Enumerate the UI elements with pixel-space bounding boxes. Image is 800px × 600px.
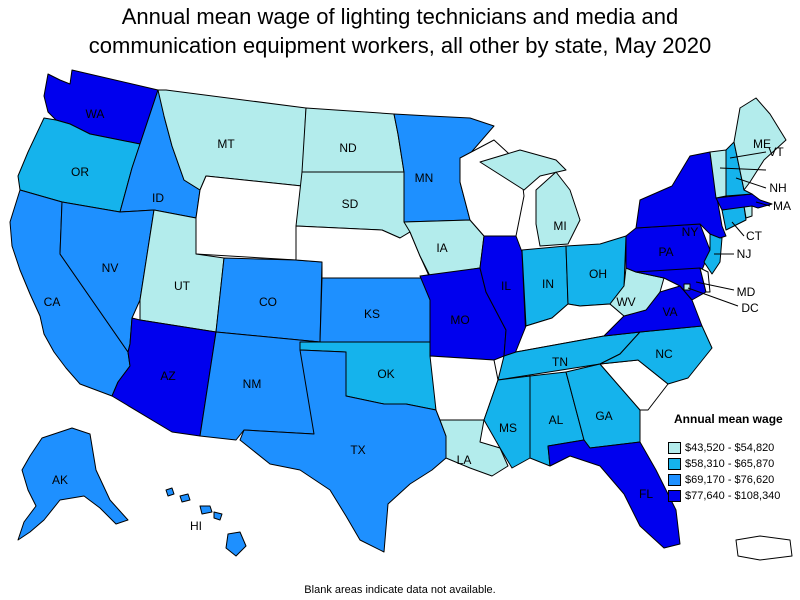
state-AK[interactable] <box>17 427 129 541</box>
state-TX[interactable] <box>239 349 447 553</box>
label-IL: IL <box>501 279 511 293</box>
label-DC: DC <box>741 301 759 315</box>
label-WA: WA <box>86 107 105 121</box>
map-title: Annual mean wage of lighting technicians… <box>0 2 800 60</box>
state-HI[interactable] <box>165 487 247 557</box>
label-HI: HI <box>190 519 202 533</box>
label-UT: UT <box>174 279 191 293</box>
label-ID: ID <box>152 191 164 205</box>
legend-label-3: $69,170 - $76,620 <box>685 474 775 486</box>
legend-swatch-3 <box>668 474 681 486</box>
legend-label-4: $77,640 - $108,340 <box>685 490 781 502</box>
state-RI[interactable] <box>743 205 753 219</box>
state-WY[interactable] <box>195 175 303 261</box>
legend-label-1: $43,520 - $54,820 <box>685 442 775 454</box>
legend-item-4: $77,640 - $108,340 <box>668 488 783 504</box>
label-KS: KS <box>364 307 380 321</box>
label-IA: IA <box>436 241 447 255</box>
label-OH: OH <box>589 267 607 281</box>
leader-lines <box>687 151 771 307</box>
map-title-line-2: communication equipment workers, all oth… <box>88 33 712 58</box>
label-VT: VT <box>768 145 784 159</box>
state-DC[interactable] <box>683 283 691 291</box>
state-NJ[interactable] <box>703 233 723 275</box>
legend-swatch-2 <box>668 458 681 470</box>
legend-item-3: $69,170 - $76,620 <box>668 472 783 488</box>
label-NY: NY <box>682 225 699 239</box>
label-NM: NM <box>243 377 262 391</box>
label-FL: FL <box>639 487 653 501</box>
label-TX: TX <box>350 443 365 457</box>
label-PA: PA <box>658 245 673 259</box>
label-AK: AK <box>52 473 68 487</box>
label-MO: MO <box>450 313 469 327</box>
label-OK: OK <box>377 367 394 381</box>
label-NC: NC <box>655 347 673 361</box>
label-MT: MT <box>217 137 235 151</box>
legend-item-2: $58,310 - $65,870 <box>668 456 783 472</box>
label-NJ: NJ <box>737 247 752 261</box>
state-MI[interactable] <box>479 149 581 247</box>
state-PR[interactable] <box>735 535 793 561</box>
label-CO: CO <box>259 295 277 309</box>
state-FL[interactable] <box>547 439 681 549</box>
footnote: Blank areas indicate data not available. <box>304 584 496 596</box>
label-OR: OR <box>71 165 89 179</box>
label-CA: CA <box>44 295 61 309</box>
label-SD: SD <box>342 197 359 211</box>
label-ND: ND <box>339 141 357 155</box>
label-AZ: AZ <box>160 369 175 383</box>
legend-swatch-4 <box>668 490 681 502</box>
label-WV: WV <box>616 295 635 309</box>
label-ME: ME <box>753 137 771 151</box>
state-ME[interactable] <box>733 97 787 191</box>
label-AL: AL <box>549 413 564 427</box>
label-NV: NV <box>102 261 119 275</box>
label-LA: LA <box>457 453 472 467</box>
legend-title: Annual mean wage <box>674 412 783 426</box>
state-MA[interactable] <box>715 193 773 211</box>
label-MS: MS <box>499 421 517 435</box>
label-MI: MI <box>553 219 566 233</box>
label-IN: IN <box>542 277 554 291</box>
map-title-line-1: Annual mean wage of lighting technicians… <box>121 4 679 29</box>
legend-label-2: $58,310 - $65,870 <box>685 458 775 470</box>
state-ND[interactable] <box>301 107 405 173</box>
label-MN: MN <box>415 171 434 185</box>
state-NC[interactable] <box>599 325 713 385</box>
label-MA: MA <box>773 199 791 213</box>
label-CT: CT <box>746 229 763 243</box>
legend-item-1: $43,520 - $54,820 <box>668 440 783 456</box>
label-MD: MD <box>737 285 756 299</box>
label-TN: TN <box>552 355 568 369</box>
state-NY[interactable] <box>635 151 727 239</box>
label-VA: VA <box>662 305 677 319</box>
map-legend: Annual mean wage $43,520 - $54,820 $58,3… <box>668 412 783 504</box>
legend-swatch-1 <box>668 442 681 454</box>
label-NH: NH <box>769 181 786 195</box>
state-LA[interactable] <box>439 419 509 477</box>
label-GA: GA <box>595 409 612 423</box>
